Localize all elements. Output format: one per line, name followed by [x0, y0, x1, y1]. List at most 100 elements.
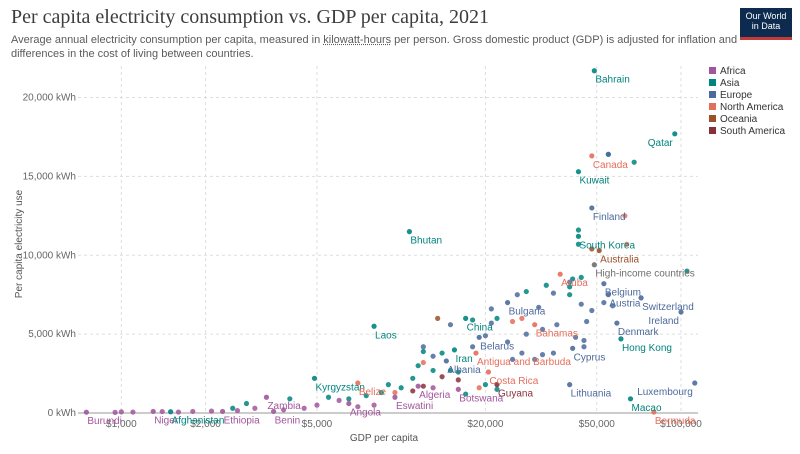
data-point[interactable]	[596, 247, 602, 254]
data-point[interactable]	[539, 352, 546, 358]
data-point[interactable]	[455, 369, 461, 375]
data-point[interactable]	[252, 405, 258, 411]
data-point[interactable]	[439, 350, 445, 356]
data-point[interactable]	[536, 304, 542, 310]
point-label[interactable]: Bermuda	[655, 416, 696, 427]
data-point[interactable]	[314, 402, 320, 408]
data-point[interactable]	[624, 241, 630, 247]
data-point[interactable]	[589, 205, 595, 211]
point-label[interactable]: Canada	[593, 160, 628, 171]
data-point[interactable]	[567, 279, 573, 285]
data-point[interactable]	[488, 320, 494, 326]
data-point[interactable]	[532, 356, 538, 362]
point-label[interactable]: Bhutan	[410, 236, 442, 247]
data-point[interactable]	[336, 397, 342, 403]
data-point[interactable]	[567, 292, 573, 298]
data-point[interactable]	[601, 299, 607, 306]
point-label[interactable]: Belize	[359, 387, 387, 398]
point-label[interactable]: Iran	[455, 354, 472, 365]
data-point[interactable]	[355, 380, 361, 386]
data-point[interactable]	[554, 322, 560, 328]
point-label[interactable]: Bulgaria	[509, 307, 546, 318]
data-point[interactable]	[463, 315, 469, 321]
data-point[interactable]	[415, 363, 421, 369]
data-point[interactable]	[175, 409, 182, 415]
data-point[interactable]	[476, 385, 482, 391]
data-point[interactable]	[311, 375, 318, 381]
point-label[interactable]: Guyana	[498, 389, 533, 400]
legend-swatch[interactable]	[709, 79, 716, 86]
data-point[interactable]	[557, 271, 563, 277]
data-point[interactable]	[684, 268, 690, 274]
point-label[interactable]: Benin	[275, 415, 301, 426]
data-point[interactable]	[591, 262, 597, 268]
point-label[interactable]: Costa Rica	[489, 376, 538, 387]
data-point[interactable]	[234, 408, 241, 414]
data-point[interactable]	[605, 292, 611, 298]
data-point[interactable]	[572, 334, 579, 340]
data-point[interactable]	[578, 274, 584, 280]
point-label[interactable]: Switzerland	[642, 302, 694, 313]
owid-logo[interactable]: Our World in Data	[740, 8, 792, 40]
point-label[interactable]: Angola	[350, 408, 382, 419]
point-label[interactable]: Hong Kong	[622, 343, 672, 354]
data-point[interactable]	[263, 394, 270, 400]
data-point[interactable]	[470, 317, 476, 323]
data-point[interactable]	[150, 408, 156, 415]
data-point[interactable]	[420, 383, 426, 389]
data-point[interactable]	[601, 281, 607, 287]
legend-entry[interactable]: Africa	[720, 66, 746, 77]
data-point[interactable]	[651, 409, 657, 415]
point-label[interactable]: Bahrain	[595, 75, 629, 86]
data-point[interactable]	[230, 405, 236, 411]
data-point[interactable]	[112, 409, 118, 415]
data-point[interactable]	[455, 377, 461, 383]
point-label[interactable]: Australia	[600, 255, 639, 266]
point-label[interactable]: Kuwait	[579, 176, 609, 187]
data-point[interactable]	[270, 408, 277, 415]
data-point[interactable]	[410, 388, 416, 394]
kilowatt-hours-link[interactable]: kilowatt-hours	[323, 34, 392, 46]
data-point[interactable]	[509, 356, 516, 362]
data-point[interactable]	[118, 409, 124, 415]
point-label[interactable]: Antigua and Barbuda	[477, 357, 571, 368]
data-point[interactable]	[550, 350, 557, 356]
data-point[interactable]	[371, 402, 377, 408]
point-label[interactable]: Zambia	[267, 401, 301, 412]
data-point[interactable]	[243, 400, 250, 407]
data-point[interactable]	[301, 405, 307, 411]
data-point[interactable]	[447, 367, 454, 374]
point-label[interactable]: Belarus	[480, 341, 514, 352]
data-point[interactable]	[589, 307, 595, 314]
data-point[interactable]	[570, 345, 576, 351]
data-point[interactable]	[435, 315, 441, 321]
data-point[interactable]	[509, 318, 516, 325]
data-point[interactable]	[385, 382, 391, 388]
legend-entry[interactable]: Europe	[720, 90, 753, 101]
point-label[interactable]: Aruba	[561, 278, 588, 289]
data-point[interactable]	[363, 393, 369, 399]
data-point[interactable]	[631, 159, 637, 165]
point-label[interactable]: Luxembourg	[637, 387, 693, 398]
data-point[interactable]	[618, 336, 624, 342]
point-label[interactable]: Macao	[632, 403, 662, 414]
data-point[interactable]	[543, 282, 549, 288]
data-point[interactable]	[420, 348, 426, 355]
data-point[interactable]	[622, 213, 628, 219]
data-point[interactable]	[470, 344, 476, 350]
data-point[interactable]	[567, 284, 573, 290]
data-point[interactable]	[589, 246, 595, 252]
data-point[interactable]	[420, 344, 426, 350]
data-point[interactable]	[519, 315, 525, 321]
data-point[interactable]	[410, 375, 416, 381]
point-label[interactable]: High-income countries	[595, 269, 695, 280]
data-point[interactable]	[575, 227, 582, 233]
data-point[interactable]	[83, 409, 89, 415]
data-point[interactable]	[575, 169, 582, 175]
data-point[interactable]	[420, 359, 426, 366]
data-point[interactable]	[168, 409, 174, 415]
legend-entry[interactable]: Oceania	[720, 114, 758, 125]
data-point[interactable]	[287, 396, 293, 402]
point-label[interactable]: South Korea	[579, 240, 635, 251]
data-point[interactable]	[476, 334, 482, 340]
